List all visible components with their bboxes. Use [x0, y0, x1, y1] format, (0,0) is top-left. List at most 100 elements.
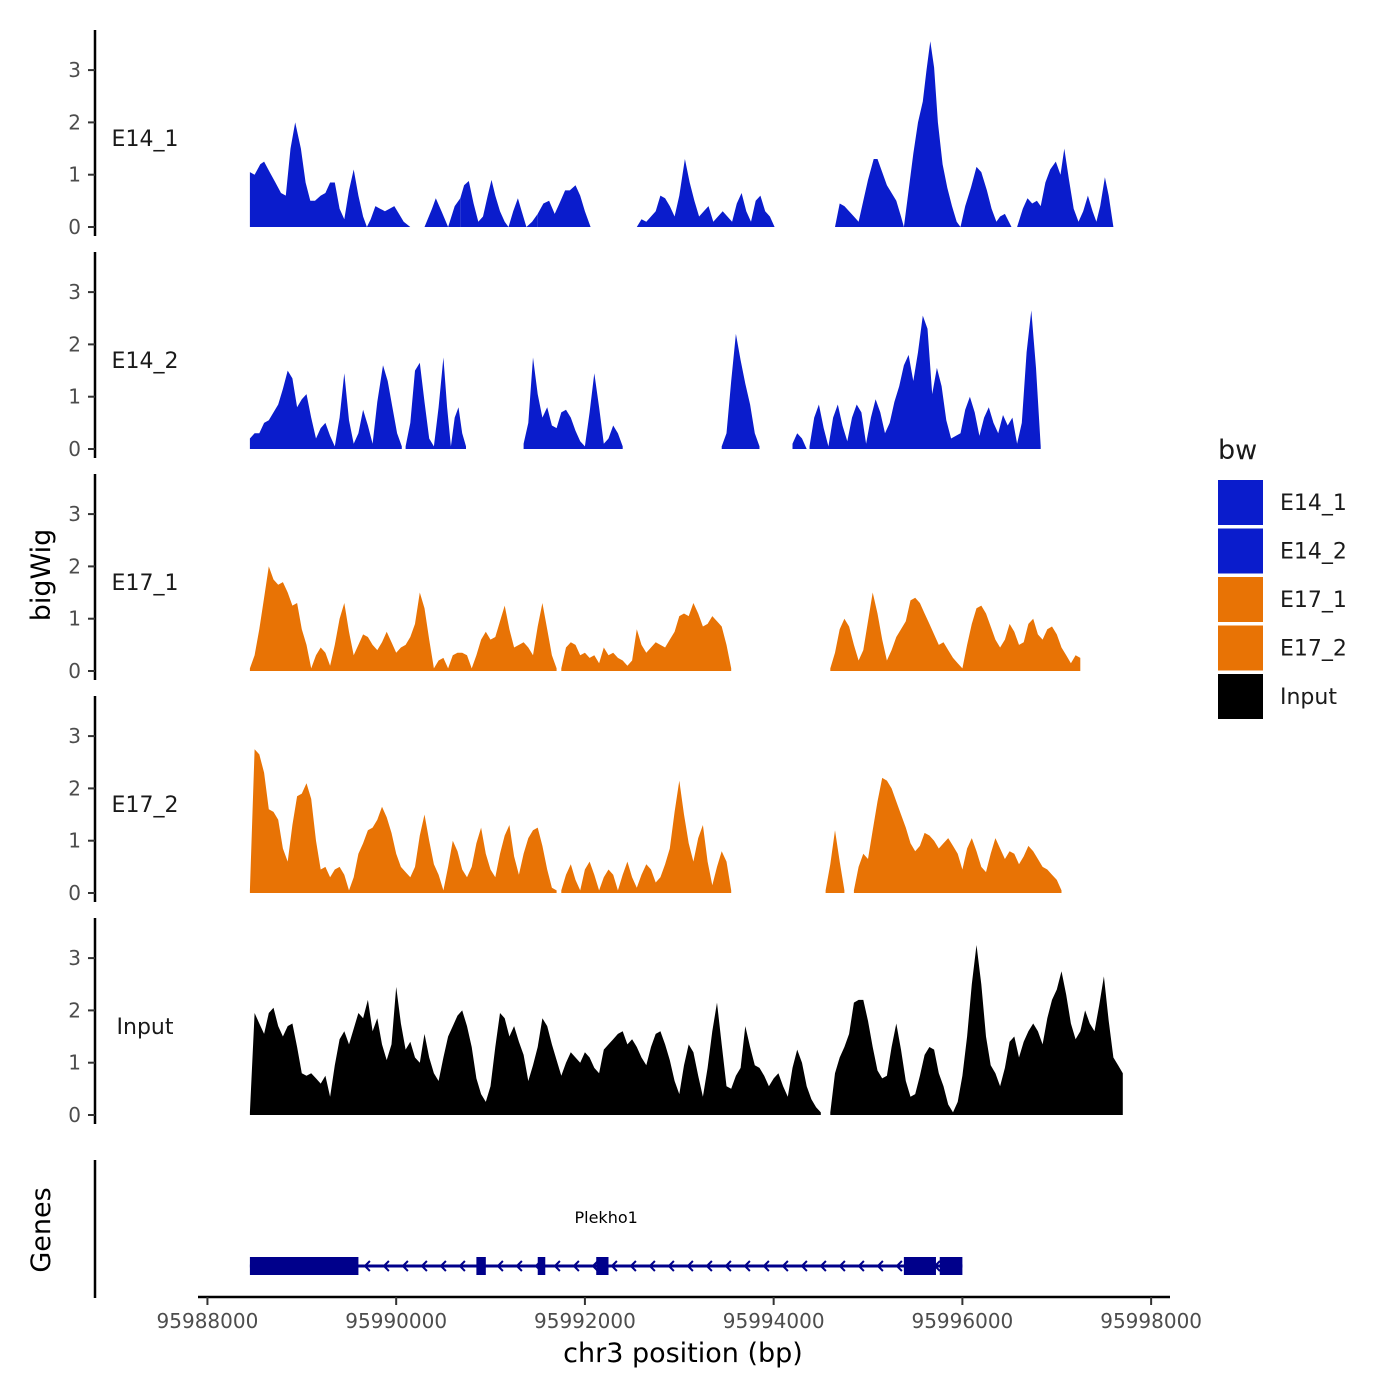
x-tick-label: 95988000 [157, 1309, 259, 1333]
legend-swatch [1218, 625, 1263, 671]
legend-label: Input [1280, 685, 1337, 710]
coverage-area [825, 830, 845, 893]
y-tick-label: 1 [68, 1051, 81, 1075]
legend-swatch [1218, 528, 1263, 574]
coverage-area [809, 310, 1041, 449]
coverage-area [903, 41, 961, 227]
y-tick-label: 1 [68, 607, 81, 631]
y-tick-label: 3 [68, 280, 81, 304]
y-tick-label: 3 [68, 724, 81, 748]
coverage-area [405, 357, 466, 449]
coverage-area [792, 433, 807, 449]
x-tick-label: 95996000 [911, 1309, 1013, 1333]
strand-arrow [629, 1260, 637, 1272]
gene-exon [596, 1257, 609, 1275]
legend-swatch [1218, 480, 1263, 525]
coverage-area [249, 365, 402, 449]
gene-exon [249, 1257, 359, 1275]
y-tick-label: 3 [68, 58, 81, 82]
strand-arrow [439, 1260, 447, 1272]
coverage-area [537, 185, 591, 227]
gene-exon [903, 1257, 936, 1275]
strand-arrow [572, 1260, 580, 1272]
coverage-area [249, 749, 557, 893]
y-tick-label: 0 [68, 659, 81, 683]
legend-label: E14_1 [1280, 491, 1347, 516]
legend: bw E14_1 E14_2 E17_1 E17_2 Input [1218, 435, 1347, 719]
track-E14_2: 0 1 2 3 E14_2 [68, 252, 1041, 461]
strand-arrow [800, 1260, 808, 1272]
gene-exon [476, 1257, 486, 1275]
legend-label: E17_2 [1280, 637, 1347, 662]
coverage-area [830, 592, 1081, 671]
x-axis: 95988000 95990000 95992000 95994000 95996000… [157, 1295, 1202, 1333]
y-axis-title: bigWig [26, 529, 57, 622]
strand-arrow [553, 1260, 561, 1272]
coverage-area [523, 357, 623, 449]
strand-arrow [591, 1260, 599, 1272]
y-tick-label: 3 [68, 502, 81, 526]
track-label: E17_1 [112, 571, 179, 596]
strand-arrow [458, 1260, 466, 1272]
legend-swatch [1218, 674, 1263, 719]
y-tick-label: 0 [68, 437, 81, 461]
strand-arrow [667, 1260, 675, 1272]
coverage-area [835, 159, 904, 227]
y-tick-label: 1 [68, 829, 81, 853]
x-tick-label: 95994000 [723, 1309, 825, 1333]
strand-arrow [515, 1260, 523, 1272]
coverage-area [460, 179, 500, 227]
track-Input: 0 1 2 3 Input [68, 918, 1123, 1127]
legend-label: E17_1 [1280, 588, 1347, 613]
gene-exon [939, 1257, 963, 1275]
y-tick-label: 3 [68, 946, 81, 970]
coverage-area [830, 945, 1123, 1115]
coverage-area [960, 166, 1012, 227]
coverage-area [853, 777, 1062, 893]
coverage-area [561, 603, 732, 671]
legend-swatch [1218, 577, 1263, 622]
strand-arrow [648, 1260, 656, 1272]
x-tick-label: 95998000 [1100, 1309, 1202, 1333]
x-tick-label: 95992000 [534, 1309, 636, 1333]
track-label: E17_2 [112, 793, 179, 818]
genes-axis-title: Genes [26, 1187, 57, 1272]
coverage-area [500, 198, 538, 227]
strand-arrow [686, 1260, 694, 1272]
strand-arrow [724, 1260, 732, 1272]
track-label: Input [117, 1015, 174, 1040]
gene-exon [537, 1257, 546, 1275]
track-label: E14_2 [112, 349, 179, 374]
coverage-area [721, 333, 760, 449]
strand-arrow [401, 1260, 409, 1272]
track-label: E14_1 [112, 127, 179, 152]
coverage-area [249, 986, 821, 1115]
track-E14_1: 0 1 2 3 E14_1 [68, 30, 1114, 239]
strand-arrow [781, 1260, 789, 1272]
bigwig-tracks: 0 1 2 3 E14_1 0 1 2 3 E14_2 0 1 2 3 E17_1 0 1 2 3 E17_2 0 1 2 3… [68, 30, 1123, 1127]
y-tick-label: 1 [68, 163, 81, 187]
y-tick-label: 2 [68, 998, 81, 1022]
strand-arrow [363, 1260, 371, 1272]
strand-arrow [819, 1260, 827, 1272]
strand-arrow [876, 1260, 884, 1272]
coverage-area [249, 566, 557, 671]
coverage-area [249, 122, 367, 227]
gene-name-label: Plekho1 [574, 1208, 637, 1227]
y-tick-label: 2 [68, 554, 81, 578]
track-E17_2: 0 1 2 3 E17_2 [68, 696, 1062, 905]
y-tick-label: 0 [68, 1103, 81, 1127]
strand-arrow [610, 1260, 618, 1272]
strand-arrow [496, 1260, 504, 1272]
genes-track: Plekho1 [93, 1160, 963, 1298]
strand-arrow [895, 1260, 903, 1272]
y-tick-label: 2 [68, 776, 81, 800]
strand-arrow [857, 1260, 865, 1272]
y-tick-label: 2 [68, 332, 81, 356]
coverage-area [366, 206, 425, 227]
coverage-area [424, 198, 461, 227]
legend-title: bw [1218, 435, 1257, 466]
strand-arrow [420, 1260, 428, 1272]
